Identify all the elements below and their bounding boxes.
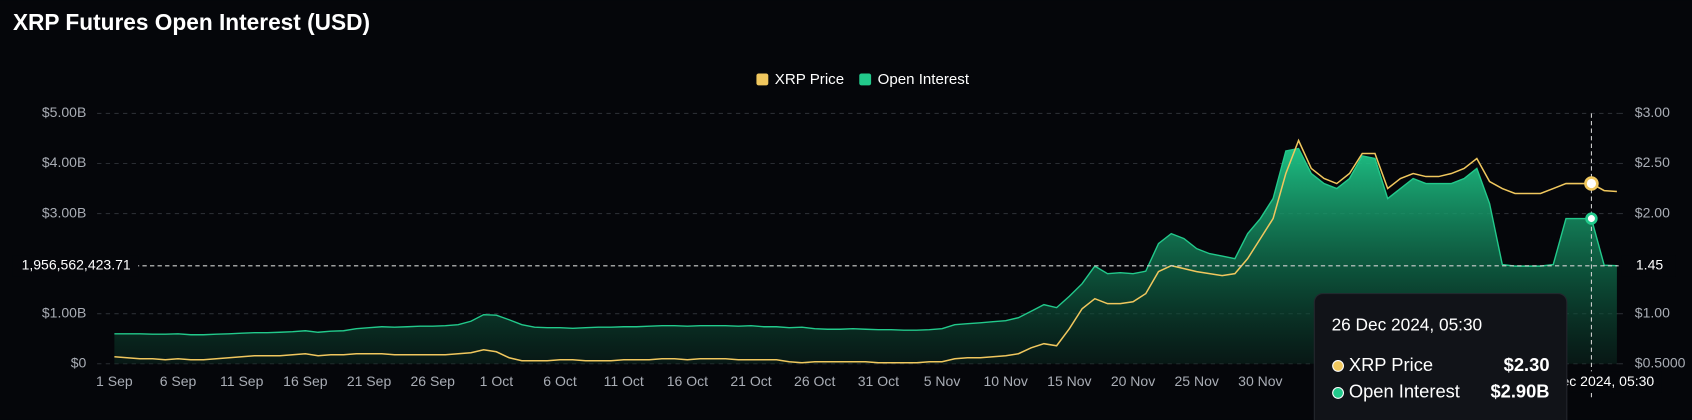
- y2-tick-label: $1.00: [1635, 304, 1670, 320]
- legend-swatch: [756, 73, 769, 86]
- x-tick-label: 25 Nov: [1174, 373, 1218, 389]
- x-tick-label: 1 Sep: [96, 373, 133, 389]
- y2-tick-label: $2.50: [1635, 154, 1670, 170]
- crosshair-y2-label-bg: [1621, 255, 1676, 277]
- x-tick-label: 11 Sep: [220, 373, 264, 389]
- x-tick-label: 10 Nov: [983, 373, 1027, 389]
- line: [114, 138, 1617, 364]
- crosshair-y-label-bg: [12, 255, 139, 277]
- tooltip-box: [1313, 293, 1568, 420]
- x-tick-label: 1 Oct: [480, 373, 514, 389]
- crosshair-y-label: 1,956,562,423.71: [22, 257, 131, 273]
- tooltip-value: $2.90B: [1490, 381, 1549, 402]
- y-tick-label: $0: [71, 354, 87, 370]
- y-tick-label: $4.00B: [42, 154, 86, 170]
- x-tick-label: 6 Sep: [160, 373, 197, 389]
- x-tick-label: 31 Oct: [858, 373, 899, 389]
- legend-label: Open Interest: [878, 71, 970, 88]
- tooltip-title: 26 Dec 2024, 05:30: [1332, 315, 1483, 335]
- y-tick-label: $3.00B: [42, 204, 86, 220]
- tooltip-dot: [1332, 359, 1344, 372]
- x-tick-label: 6 Oct: [543, 373, 577, 389]
- tooltip-dot: [1332, 386, 1344, 399]
- x-tick-label: 16 Oct: [667, 373, 708, 389]
- crosshair-y2-label: 1.45: [1636, 257, 1663, 273]
- chart-title: XRP Futures Open Interest (USD): [13, 9, 370, 35]
- y2-tick-label: $2.00: [1635, 204, 1670, 220]
- tooltip-value: $2.30: [1504, 354, 1550, 375]
- y-tick-label: $5.00B: [42, 104, 86, 120]
- hover-marker: [1584, 176, 1599, 191]
- x-tick-label: 26 Sep: [411, 373, 456, 389]
- legend-label: XRP Price: [775, 71, 844, 88]
- line: [114, 147, 1617, 336]
- y-tick-label: $1.00B: [42, 304, 86, 320]
- x-tick-label: 26 Oct: [794, 373, 835, 389]
- y2-tick-label: $0.5000: [1635, 354, 1686, 370]
- x-tick-label: 21 Oct: [730, 373, 771, 389]
- hover-marker: [1585, 212, 1598, 225]
- x-tick-label: 20 Nov: [1111, 373, 1155, 389]
- x-tick-label: 5 Nov: [924, 373, 961, 389]
- legend-swatch: [859, 73, 872, 86]
- tooltip-name: Open Interest: [1349, 381, 1460, 402]
- x-tick-label: 11 Oct: [604, 373, 644, 389]
- x-tick-label: 16 Sep: [283, 373, 328, 389]
- x-tick-label: 21 Sep: [347, 373, 392, 389]
- tooltip-name: XRP Price: [1349, 354, 1433, 375]
- y2-tick-label: $3.00: [1635, 104, 1670, 120]
- x-tick-label: 15 Nov: [1047, 373, 1091, 389]
- area: [114, 148, 1617, 364]
- x-tick-label: 30 Nov: [1238, 373, 1282, 389]
